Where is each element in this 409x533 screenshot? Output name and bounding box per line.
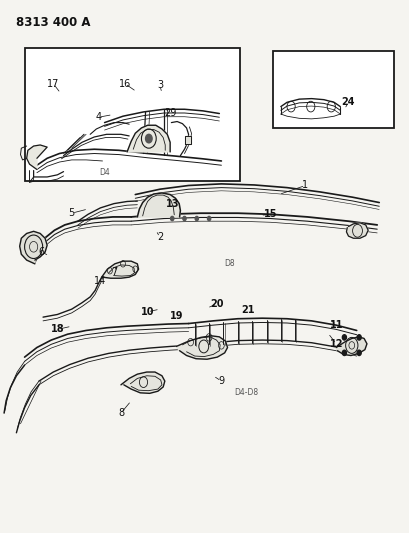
Text: 10: 10 xyxy=(141,307,154,317)
Text: 2: 2 xyxy=(156,232,163,242)
Circle shape xyxy=(195,216,198,221)
Text: 19: 19 xyxy=(169,311,182,320)
Text: 12: 12 xyxy=(329,339,342,349)
Text: D4-D8: D4-D8 xyxy=(234,388,257,397)
Text: D4: D4 xyxy=(99,168,110,177)
Text: 5: 5 xyxy=(68,208,75,218)
Bar xyxy=(25,48,239,181)
Text: 21: 21 xyxy=(241,305,254,315)
Text: 14: 14 xyxy=(94,277,106,286)
Circle shape xyxy=(207,216,210,221)
Text: 17: 17 xyxy=(47,79,59,88)
Text: 20: 20 xyxy=(210,299,223,309)
Text: 7: 7 xyxy=(111,267,118,277)
Text: 24: 24 xyxy=(341,98,354,107)
Circle shape xyxy=(170,216,173,221)
Text: 6: 6 xyxy=(38,247,44,256)
Text: 8313 400 A: 8313 400 A xyxy=(16,16,91,29)
Polygon shape xyxy=(185,136,190,144)
Circle shape xyxy=(356,335,360,340)
Circle shape xyxy=(342,335,346,340)
Text: 15: 15 xyxy=(263,209,276,219)
Bar xyxy=(272,51,393,128)
Text: 29: 29 xyxy=(164,108,176,118)
Text: 18: 18 xyxy=(50,325,64,334)
Text: 9: 9 xyxy=(218,376,224,386)
Text: 16: 16 xyxy=(119,79,131,88)
Polygon shape xyxy=(127,125,170,152)
Text: D8: D8 xyxy=(224,259,234,268)
Circle shape xyxy=(342,350,346,356)
Polygon shape xyxy=(121,372,164,393)
Polygon shape xyxy=(176,336,227,359)
Circle shape xyxy=(182,216,186,221)
Circle shape xyxy=(145,134,152,143)
Text: 11: 11 xyxy=(329,320,342,330)
Circle shape xyxy=(356,350,360,356)
Text: 3: 3 xyxy=(157,80,162,90)
Text: 1: 1 xyxy=(302,181,308,190)
Polygon shape xyxy=(27,145,47,169)
Text: 8: 8 xyxy=(118,408,124,418)
Text: 4: 4 xyxy=(95,112,101,122)
Polygon shape xyxy=(20,231,47,264)
Polygon shape xyxy=(346,223,367,238)
Text: 13: 13 xyxy=(165,199,178,208)
Polygon shape xyxy=(101,261,138,278)
Polygon shape xyxy=(137,193,180,217)
Polygon shape xyxy=(335,337,366,356)
